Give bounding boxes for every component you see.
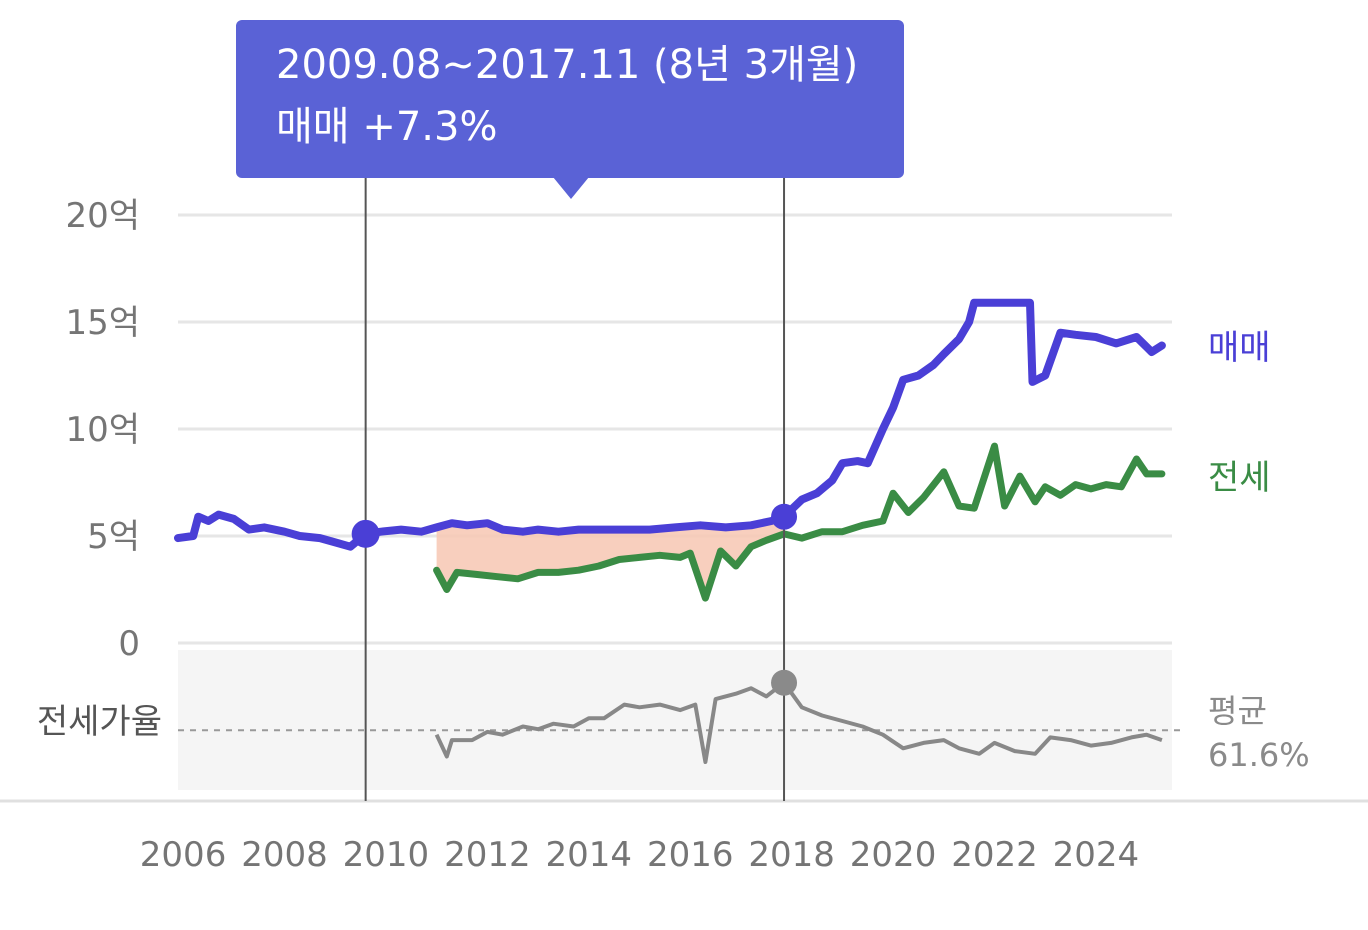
x-tick-label: 2016 <box>647 835 734 875</box>
y-axis-ticks: 0 5억 10억 15억 20억 <box>65 196 140 664</box>
ratio-series-line[interactable] <box>434 680 1163 764</box>
x-axis-ticks: 2006 2008 2010 2012 2014 2016 2018 2020 2022 2024 <box>140 835 1139 875</box>
selection-tooltip: 2009.08~2017.11 (8년 3개월) 매매 +7.3% <box>236 20 904 178</box>
x-tick-label: 2014 <box>546 835 633 875</box>
x-tick-label: 2024 <box>1053 835 1140 875</box>
tooltip-change: 매매 +7.3% <box>276 104 498 150</box>
y-tick-label: 5억 <box>87 517 140 557</box>
ratio-panel-label: 전세가율 <box>37 702 162 742</box>
sale-series-line[interactable] <box>174 298 1166 551</box>
jeonse-series-line[interactable] <box>433 442 1166 602</box>
tooltip-pointer <box>553 177 589 199</box>
average-label: 평균 <box>1208 692 1267 730</box>
jeonse-series-label: 전세 <box>1208 458 1271 498</box>
y-tick-label: 15억 <box>65 303 140 343</box>
x-tick-label: 2006 <box>140 835 227 875</box>
x-tick-label: 2018 <box>748 835 835 875</box>
sale-jeonse-gap-area <box>436 516 784 599</box>
average-value: 61.6% <box>1208 736 1310 774</box>
sale-series-label: 매매 <box>1208 328 1271 368</box>
selection-start-marker[interactable] <box>351 519 380 548</box>
selection-end-marker[interactable] <box>771 503 798 530</box>
x-tick-label: 2012 <box>444 835 531 875</box>
y-tick-label: 20억 <box>65 196 140 236</box>
x-tick-label: 2008 <box>241 835 328 875</box>
tooltip-period: 2009.08~2017.11 (8년 3개월) <box>276 42 859 88</box>
ratio-marker[interactable] <box>771 669 798 696</box>
y-tick-label: 10억 <box>65 410 140 450</box>
x-tick-label: 2022 <box>951 835 1038 875</box>
gridlines <box>178 213 1172 645</box>
ratio-panel-background <box>178 650 1172 790</box>
x-tick-label: 2010 <box>343 835 430 875</box>
x-tick-label: 2020 <box>850 835 937 875</box>
y-tick-label: 0 <box>118 624 140 664</box>
